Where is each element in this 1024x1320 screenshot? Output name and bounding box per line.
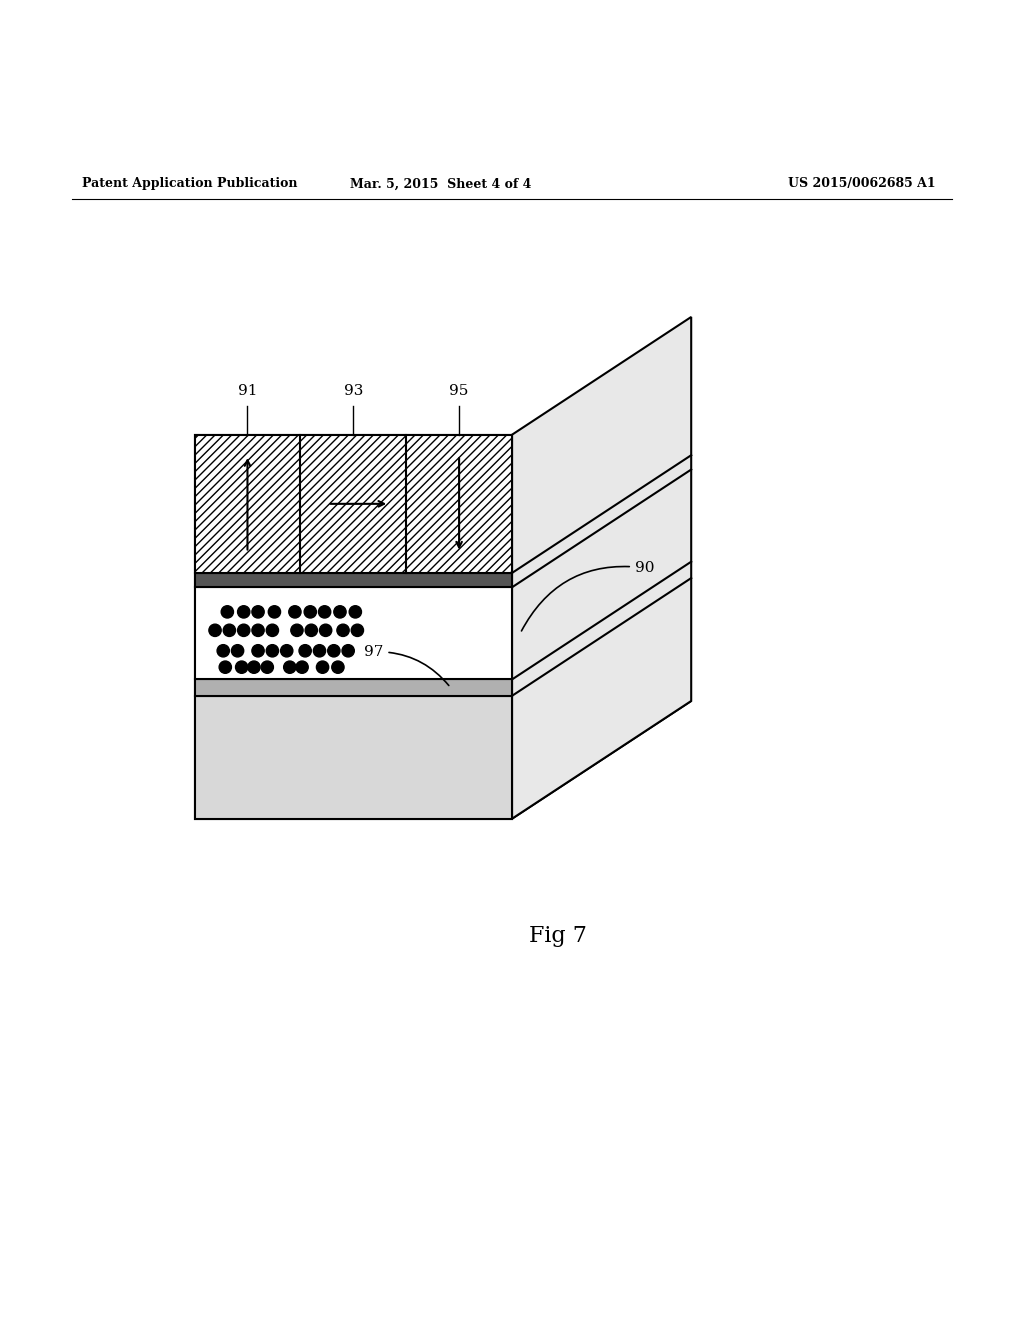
Polygon shape [512, 317, 691, 818]
Circle shape [252, 624, 264, 636]
Text: Mar. 5, 2015  Sheet 4 of 4: Mar. 5, 2015 Sheet 4 of 4 [349, 177, 531, 190]
Circle shape [291, 624, 303, 636]
Circle shape [221, 606, 233, 618]
Circle shape [337, 624, 349, 636]
Text: Fig 7: Fig 7 [529, 925, 587, 948]
Circle shape [248, 661, 260, 673]
Circle shape [334, 606, 346, 618]
Bar [195, 573, 512, 587]
Circle shape [351, 624, 364, 636]
Circle shape [316, 661, 329, 673]
Circle shape [281, 644, 293, 657]
Text: 95: 95 [450, 384, 469, 397]
Text: Patent Application Publication: Patent Application Publication [82, 177, 297, 190]
Polygon shape [195, 701, 691, 818]
Circle shape [313, 644, 326, 657]
Circle shape [261, 661, 273, 673]
Circle shape [238, 606, 250, 618]
Bar [195, 587, 512, 680]
Polygon shape [195, 434, 512, 818]
Circle shape [299, 644, 311, 657]
Text: 91: 91 [238, 384, 257, 397]
Circle shape [268, 606, 281, 618]
Text: 97: 97 [365, 644, 449, 685]
Circle shape [219, 661, 231, 673]
Bar [195, 680, 512, 696]
Circle shape [342, 644, 354, 657]
Circle shape [289, 606, 301, 618]
Text: 90: 90 [521, 561, 654, 631]
Circle shape [252, 644, 264, 657]
Text: US 2015/0062685 A1: US 2015/0062685 A1 [788, 177, 936, 190]
Circle shape [231, 644, 244, 657]
Circle shape [349, 606, 361, 618]
Circle shape [217, 644, 229, 657]
Circle shape [236, 661, 248, 673]
Circle shape [252, 606, 264, 618]
Circle shape [296, 661, 308, 673]
Bar [195, 434, 512, 573]
Circle shape [332, 661, 344, 673]
Circle shape [318, 606, 331, 618]
Circle shape [319, 624, 332, 636]
Circle shape [209, 624, 221, 636]
Bar [195, 696, 512, 818]
Text: 93: 93 [344, 384, 362, 397]
Circle shape [305, 624, 317, 636]
Circle shape [266, 624, 279, 636]
Circle shape [328, 644, 340, 657]
Circle shape [304, 606, 316, 618]
Circle shape [238, 624, 250, 636]
Circle shape [266, 644, 279, 657]
Circle shape [223, 624, 236, 636]
Circle shape [284, 661, 296, 673]
